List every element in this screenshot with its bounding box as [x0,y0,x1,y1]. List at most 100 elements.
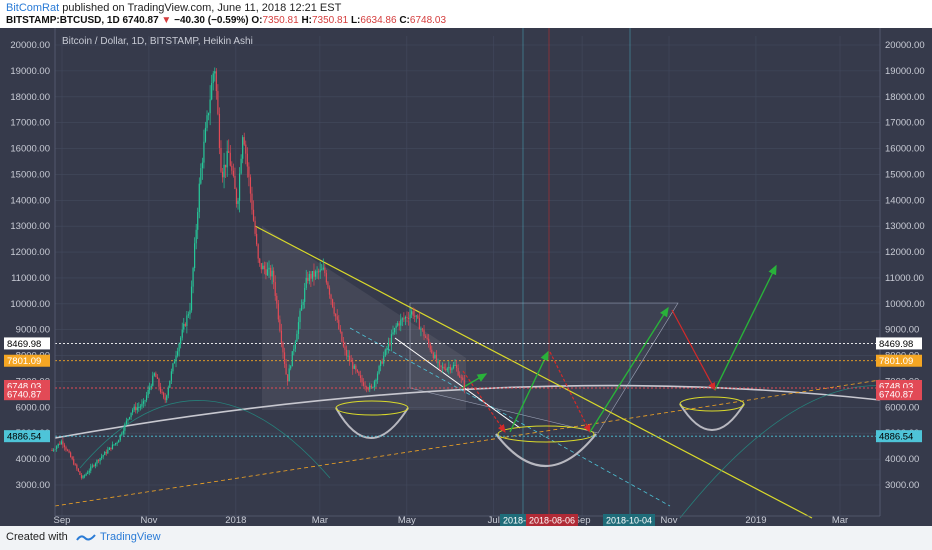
candle-body [285,363,287,375]
candle-body [212,73,214,83]
candle-body [448,366,450,369]
candle-body [376,373,379,380]
price-level-lines [55,342,880,437]
candle-body [197,212,199,230]
candle-body [300,305,303,311]
candle-body [178,343,180,352]
candle-body [187,314,190,316]
candle-body [173,361,176,364]
candle-body [356,369,358,372]
candle-body [257,244,259,259]
candle-body [254,220,256,234]
candle-body [370,385,372,388]
candle-body [423,329,425,337]
tradingview-logo-icon [76,534,96,541]
x-tick-label: Mar [312,515,328,526]
candle-body [314,271,317,277]
candle-body [455,364,458,368]
candle-body [431,349,433,353]
red-arrow-3 [671,309,716,392]
price-label-right: 8469.98 [879,339,913,350]
candle-body [305,277,307,288]
candle-body [246,153,248,167]
published-text: published on TradingView.com, June 11, 2… [59,2,342,14]
candle-body [107,449,109,454]
candle-body [234,175,236,189]
green-arrow-1 [461,373,488,389]
candle-body [446,368,448,371]
candle-body [330,294,332,300]
candle-body [249,177,252,194]
price-change: −40.30 (−0.59%) [174,15,249,26]
axes: 20000.00 20000.00 19000.00 19000.00 18000.00… [4,28,925,526]
chart-title: Bitcoin / Dollar, 1D, BITSTAMP, Heikin A… [62,36,253,47]
candle-body [142,401,145,404]
candle-body [243,137,245,145]
candle-body [438,361,441,366]
candle-body [428,338,430,344]
candle-body [291,351,293,367]
candle-body [411,311,413,315]
candle-body [361,377,363,383]
low-value: 6634.86 [360,15,397,26]
candle-body [387,343,389,349]
candle-body [104,451,106,456]
candle-body [434,354,436,359]
chart-svg[interactable]: 20000.00 20000.00 19000.00 19000.00 18000.00… [0,28,932,526]
x-tick-label: May [398,515,416,526]
candle-body [135,406,137,411]
candle-body [454,364,456,366]
candle-body [321,269,323,271]
candle-body [226,151,228,168]
candle-body [274,282,276,296]
candle-body [66,449,69,451]
candle-body [452,365,455,369]
last-price: 6740.87 [122,15,159,26]
candle-body [200,168,202,184]
gridlines [55,36,880,516]
candle-body [183,323,185,330]
cup-shape-2 [495,433,597,468]
candle-body [94,463,97,467]
candle-body [77,468,79,472]
candle-body [62,441,64,445]
date-label-box [603,514,655,526]
red-arrow-1 [462,370,506,433]
date-label: 2018-10-04 [606,516,652,526]
candle-body [141,403,143,407]
candle-body [414,315,416,317]
candle-body [215,71,217,92]
candle-body [328,287,331,295]
tradingview-brand-link[interactable]: TradingView [100,531,161,543]
chart-area[interactable]: 20000.00 20000.00 19000.00 19000.00 18000.00… [0,28,932,526]
candle-body [136,407,138,411]
price-label-right: 7801.09 [879,356,913,367]
candle-body [440,365,442,368]
x-tick-label: Sep [574,515,591,526]
candle-body [203,141,205,163]
candle-body [176,351,179,356]
candle-body [397,323,399,326]
orange-trend-dashed [54,379,881,507]
candle-body [325,273,327,283]
candle-body [282,342,284,353]
candle-body [400,319,402,326]
candle-body [149,387,151,390]
candle-body [318,271,320,273]
candle-body [418,318,420,330]
candle-body [144,400,146,402]
y-tick-label-right: 20000.00 [885,40,925,51]
candle-body [442,366,444,368]
candle-body [345,349,348,356]
author-link[interactable]: BitComRat [6,2,60,14]
candle-body [263,265,265,270]
open-value: 7350.81 [262,15,299,26]
candle-body [390,334,393,345]
candle-body [308,273,310,281]
publish-line: BitComRat published on TradingView.com, … [6,2,341,14]
green-arrow-2 [509,350,549,433]
candle-body [407,317,410,319]
candle-body [184,323,186,326]
candle-body [432,352,434,359]
candle-body [445,368,447,371]
